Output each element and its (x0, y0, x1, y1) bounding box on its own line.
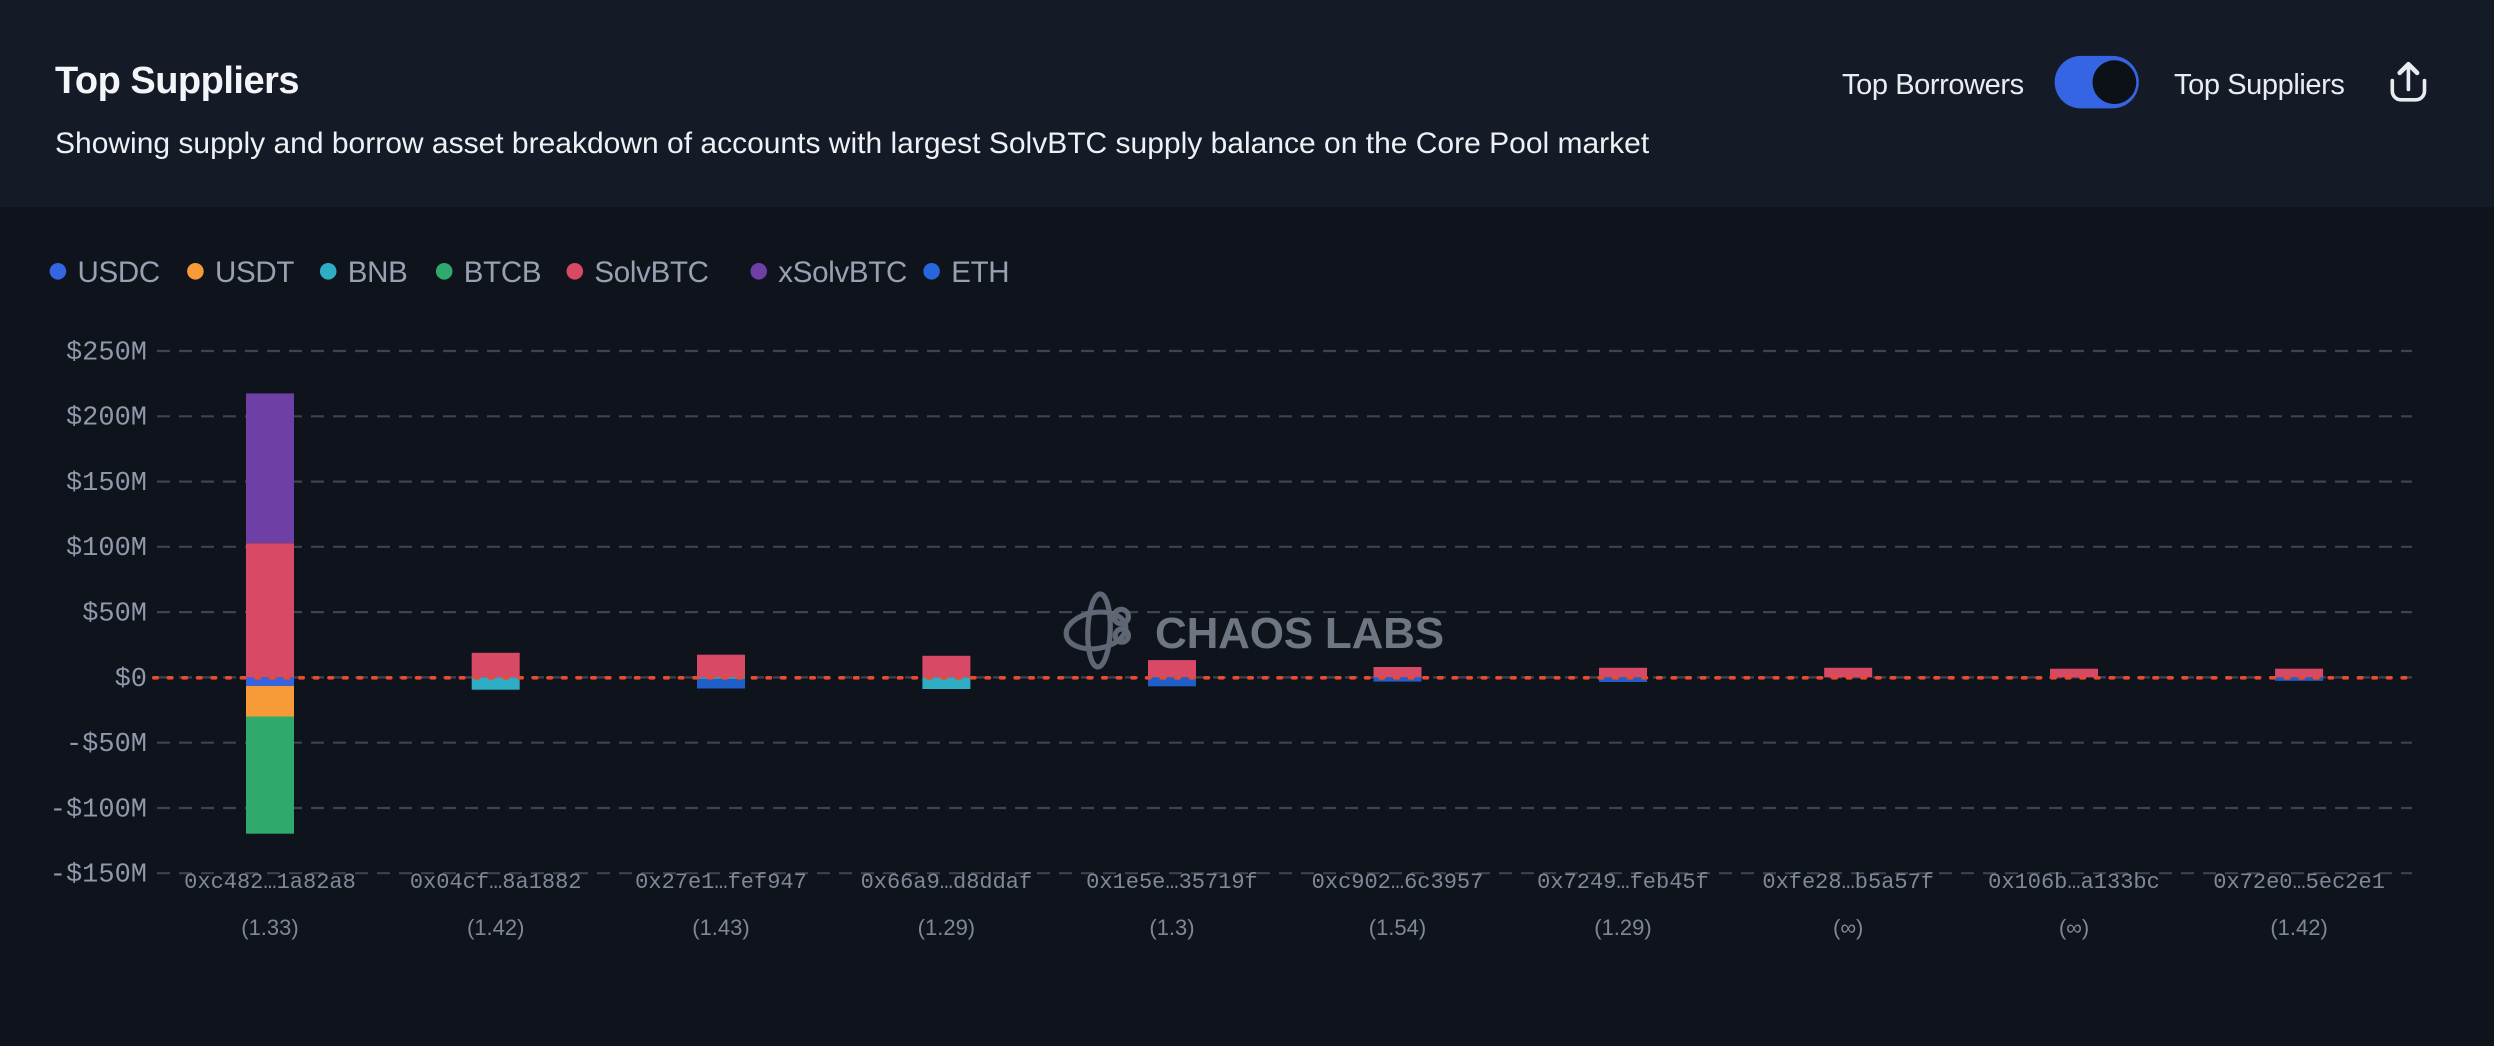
svg-text:$200M: $200M (66, 404, 147, 434)
svg-text:Top Suppliers: Top Suppliers (55, 60, 299, 102)
svg-text:SolvBTC: SolvBTC (594, 256, 708, 289)
svg-text:Showing supply and borrow asse: Showing supply and borrow asset breakdow… (55, 127, 1650, 160)
svg-text:-$50M: -$50M (66, 730, 147, 760)
svg-text:Top Borrowers: Top Borrowers (1842, 69, 2024, 101)
svg-text:(1.42): (1.42) (467, 915, 524, 940)
svg-text:$250M: $250M (66, 338, 147, 368)
svg-text:USDT: USDT (215, 256, 294, 289)
svg-text:-$150M: -$150M (50, 861, 147, 891)
svg-text:$100M: $100M (66, 534, 147, 564)
svg-text:0x106b…a133bc: 0x106b…a133bc (1988, 870, 2160, 895)
svg-text:USDC: USDC (78, 256, 160, 289)
svg-text:0x27e1…fef947: 0x27e1…fef947 (635, 870, 807, 895)
svg-text:0x66a9…d8ddaf: 0x66a9…d8ddaf (861, 870, 1033, 895)
svg-text:0xc482…1a82a8: 0xc482…1a82a8 (184, 870, 356, 895)
svg-text:(1.43): (1.43) (692, 915, 749, 940)
svg-text:0x04cf…8a1882: 0x04cf…8a1882 (410, 870, 582, 895)
svg-text:xSolvBTC: xSolvBTC (778, 256, 907, 289)
svg-text:(1.29): (1.29) (1594, 915, 1651, 940)
svg-text:$150M: $150M (66, 469, 147, 499)
svg-text:(1.54): (1.54) (1369, 915, 1426, 940)
svg-text:(1.29): (1.29) (918, 915, 975, 940)
svg-text:(∞): (∞) (2059, 915, 2089, 940)
svg-text:-$100M: -$100M (50, 795, 147, 825)
svg-text:0x7249…feb45f: 0x7249…feb45f (1537, 870, 1709, 895)
svg-text:(1.42): (1.42) (2270, 915, 2327, 940)
svg-text:0xc902…6c3957: 0xc902…6c3957 (1312, 870, 1484, 895)
svg-text:(1.33): (1.33) (241, 915, 298, 940)
svg-text:ETH: ETH (951, 256, 1009, 289)
svg-text:BTCB: BTCB (464, 256, 541, 289)
svg-text:0x72e0…5ec2e1: 0x72e0…5ec2e1 (2213, 870, 2385, 895)
svg-text:CHAOS LABS: CHAOS LABS (1155, 609, 1444, 658)
svg-text:0x1e5e…35719f: 0x1e5e…35719f (1086, 870, 1258, 895)
svg-text:$0: $0 (115, 665, 147, 695)
svg-text:(1.3): (1.3) (1149, 915, 1194, 940)
svg-text:$50M: $50M (82, 600, 147, 630)
svg-text:0xfe28…b5a57f: 0xfe28…b5a57f (1762, 870, 1934, 895)
svg-text:BNB: BNB (348, 256, 408, 289)
svg-text:Top Suppliers: Top Suppliers (2174, 69, 2345, 101)
svg-text:(∞): (∞) (1833, 915, 1863, 940)
